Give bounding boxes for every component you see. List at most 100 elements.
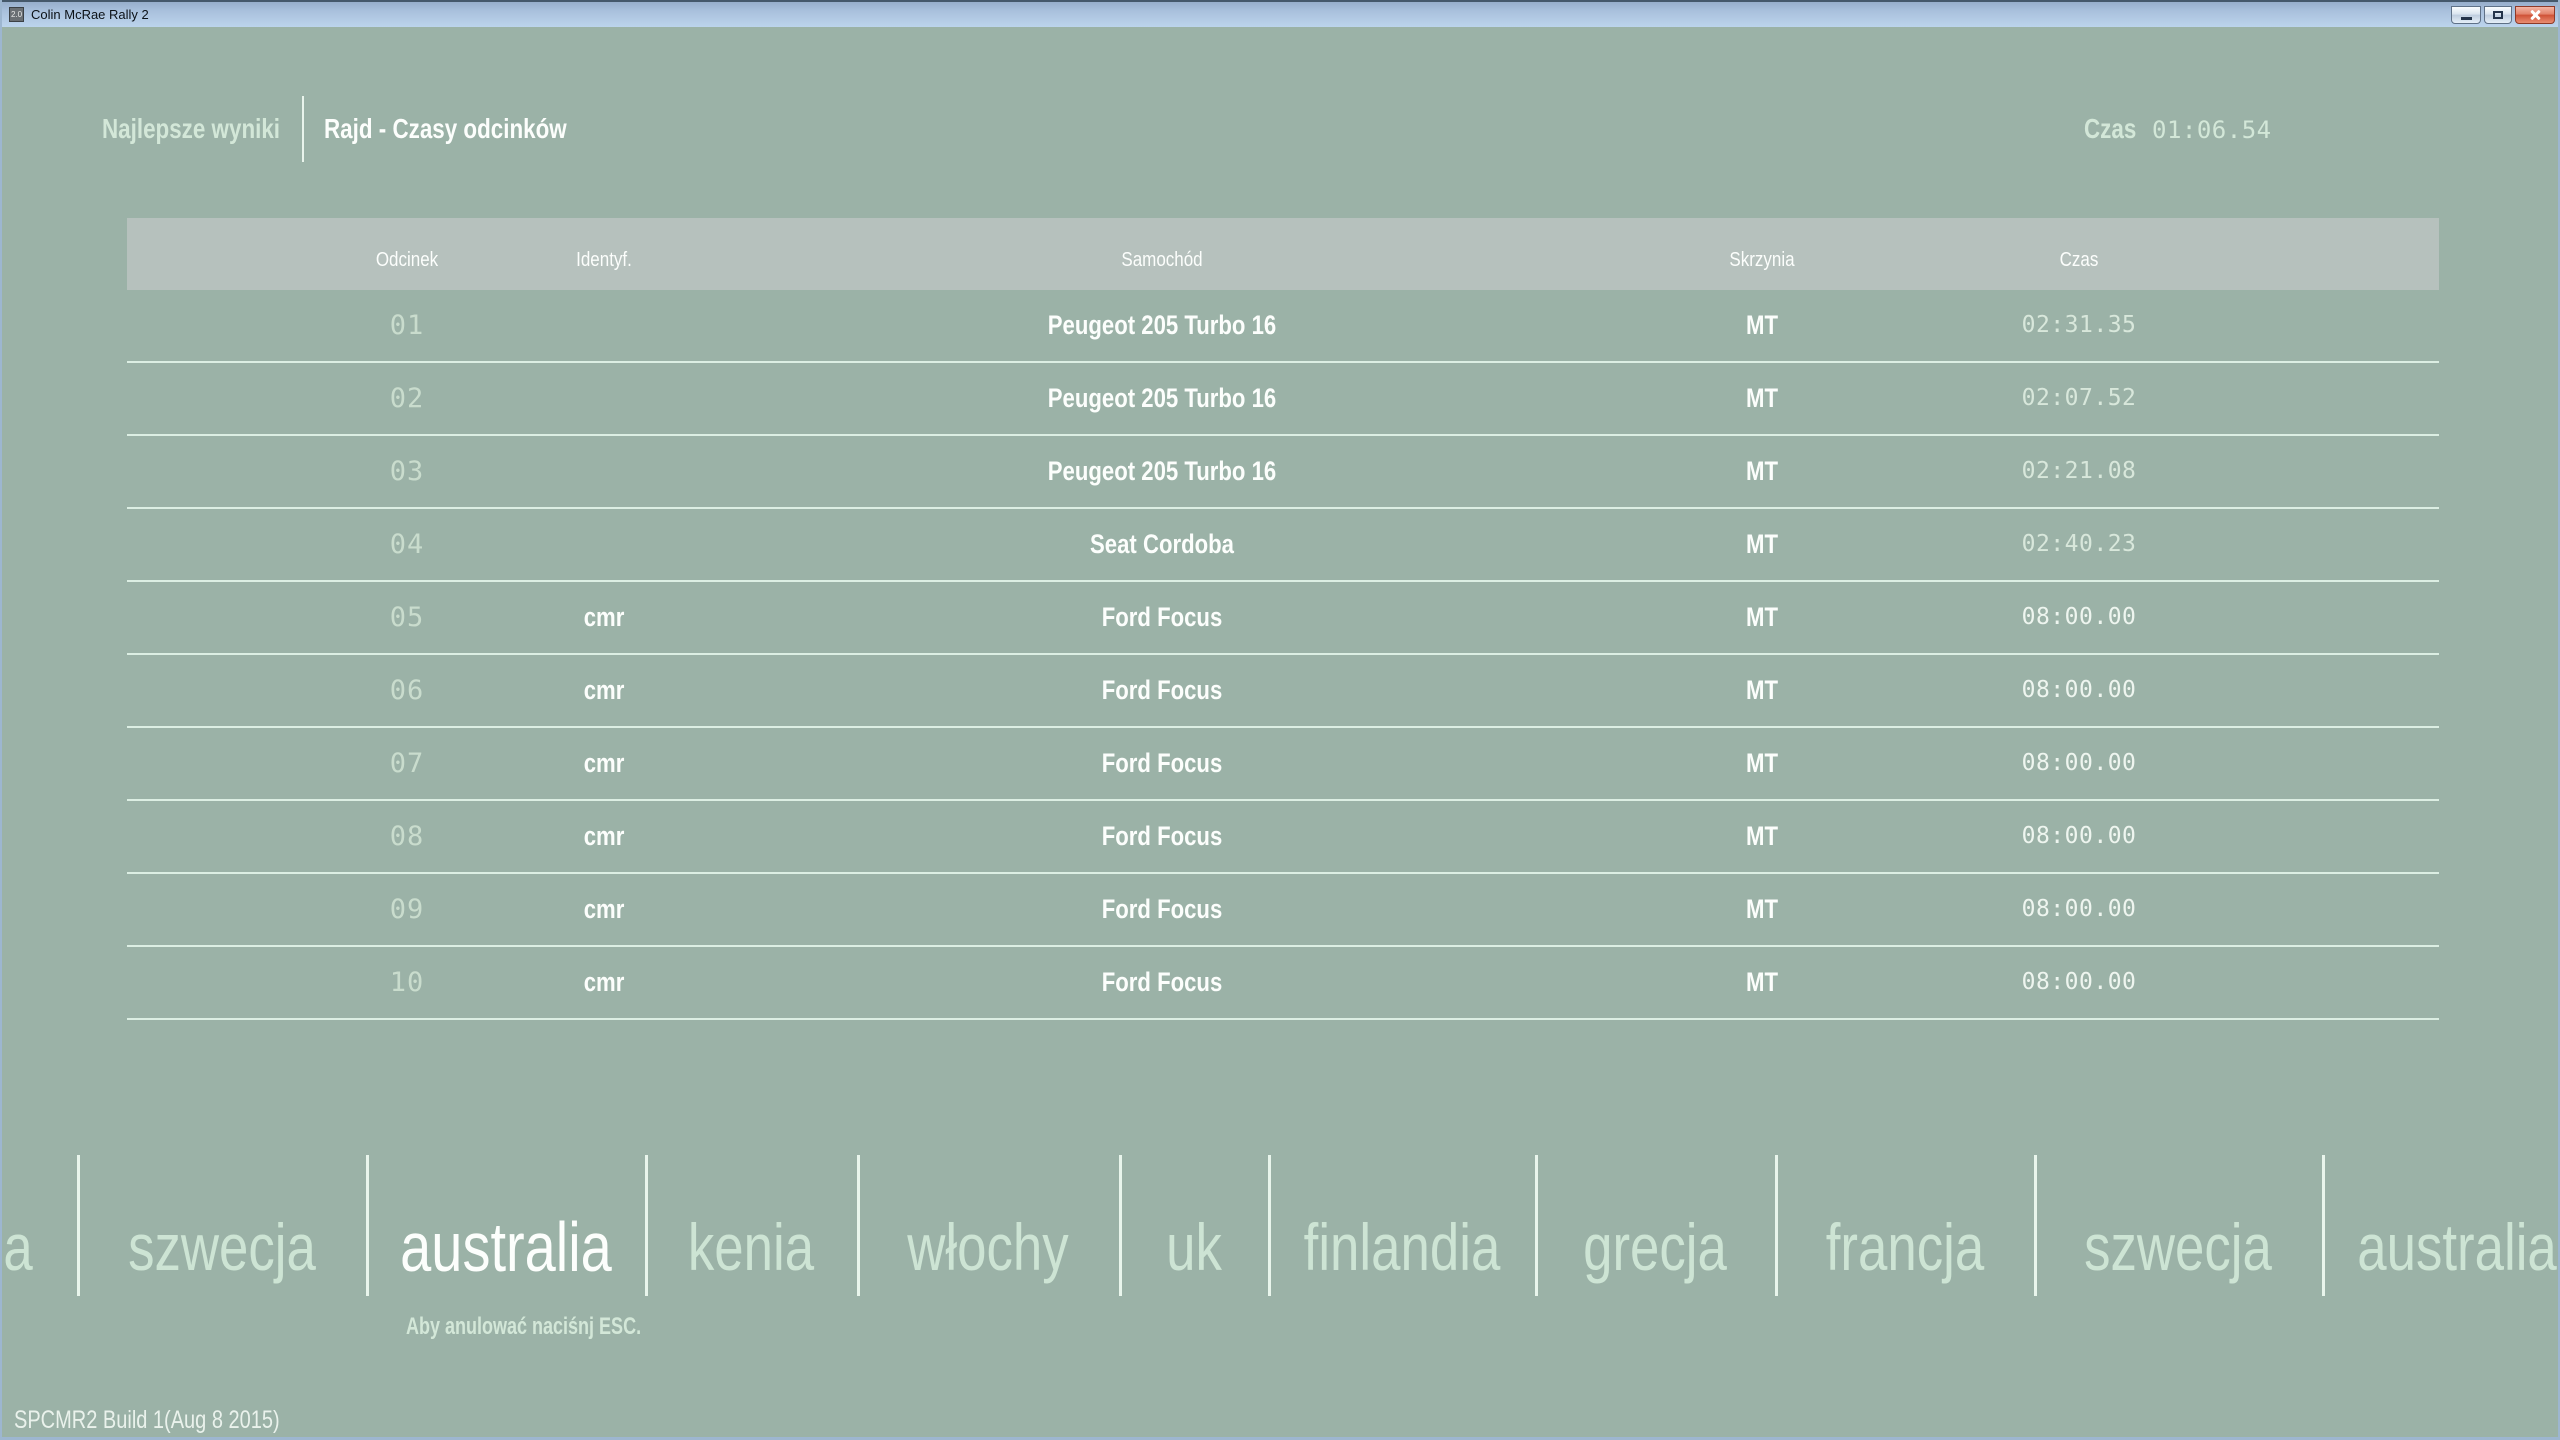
cell-car: Ford Focus (1101, 894, 1223, 924)
column-header-1: Odcinek (375, 249, 439, 271)
cell-gearbox: MT (1746, 675, 1778, 705)
cell-stage: 04 (389, 529, 425, 560)
carousel-item-włochy[interactable]: włochy (907, 1210, 1069, 1284)
cell-gearbox: MT (1746, 748, 1778, 778)
cell-stage: 07 (389, 748, 425, 779)
clock-value: 01:06.54 (2152, 116, 2272, 144)
results-table: 01 Peugeot 205 Turbo 16 MT 02:31.35 02 Peugeo… (127, 290, 2439, 1020)
cell-car: Peugeot 205 Turbo 16 (1047, 310, 1277, 340)
app-icon: 2.0 (9, 7, 24, 22)
cell-gearbox: MT (1746, 456, 1778, 486)
column-header-4: Skrzynia (1729, 249, 1795, 271)
carousel-divider (1268, 1155, 1271, 1296)
carousel-divider (1775, 1155, 1778, 1296)
cell-gearbox: MT (1746, 529, 1778, 559)
cell-ident: cmr (583, 675, 625, 705)
title-bar[interactable]: 2.0 Colin McRae Rally 2 (2, 0, 2558, 27)
cell-time: 08:00.00 (2021, 896, 2137, 922)
carousel-item-uk[interactable]: uk (1165, 1210, 1222, 1284)
cell-stage: 09 (389, 894, 425, 925)
table-header-row: Odcinek Identyf. Samochód Skrzynia Czas (127, 218, 2439, 290)
cell-stage: 02 (389, 383, 425, 414)
cell-car: Peugeot 205 Turbo 16 (1047, 383, 1277, 413)
page-title: Rajd - Czasy odcinków (324, 113, 567, 144)
carousel-item-finlandia[interactable]: finlandia (1303, 1210, 1500, 1284)
cell-gearbox: MT (1746, 821, 1778, 851)
app-icon-label: 2.0 (10, 10, 23, 19)
carousel-divider (2034, 1155, 2037, 1296)
cell-time: 08:00.00 (2021, 677, 2137, 703)
table-row: 10 cmr Ford Focus MT 08:00.00 (127, 947, 2439, 1020)
table-row: 02 Peugeot 205 Turbo 16 MT 02:07.52 (127, 363, 2439, 436)
table-row: 03 Peugeot 205 Turbo 16 MT 02:21.08 (127, 436, 2439, 509)
carousel-divider (857, 1155, 860, 1296)
cell-stage: 03 (389, 456, 425, 487)
column-header-2: Identyf. (576, 249, 632, 271)
column-header-3: Samochód (1121, 249, 1203, 271)
cell-stage: 06 (389, 675, 425, 706)
cell-gearbox: MT (1746, 383, 1778, 413)
cell-time: 08:00.00 (2021, 823, 2137, 849)
cell-time: 02:31.35 (2021, 312, 2137, 338)
carousel-item-grecja[interactable]: grecja (1583, 1210, 1727, 1284)
cell-gearbox: MT (1746, 310, 1778, 340)
table-row: 07 cmr Ford Focus MT 08:00.00 (127, 728, 2439, 801)
carousel-item-partial: a (3, 1210, 33, 1284)
cell-ident: cmr (583, 967, 625, 997)
esc-hint: Aby anulować naciśnj ESC. (406, 1313, 642, 1340)
close-button[interactable] (2515, 6, 2555, 24)
table-row: 01 Peugeot 205 Turbo 16 MT 02:31.35 (127, 290, 2439, 363)
carousel-divider (1535, 1155, 1538, 1296)
carousel-item-australia[interactable]: australia (2357, 1210, 2557, 1284)
country-carousel[interactable]: a szwecja australia kenia włochy uk finlandia… (2, 1155, 2558, 1355)
carousel-divider (77, 1155, 80, 1296)
close-icon (2529, 10, 2541, 20)
carousel-item-kenia[interactable]: kenia (687, 1210, 815, 1284)
cell-car: Ford Focus (1101, 748, 1223, 778)
carousel-divider (645, 1155, 648, 1296)
minimize-button[interactable] (2451, 6, 2481, 24)
section-label: Najlepsze wyniki (102, 113, 281, 144)
cell-gearbox: MT (1746, 894, 1778, 924)
cell-stage: 05 (389, 602, 425, 633)
carousel-divider (2322, 1155, 2325, 1296)
carousel-item-australia[interactable]: australia (399, 1208, 612, 1286)
table-row: 04 Seat Cordoba MT 02:40.23 (127, 509, 2439, 582)
cell-time: 08:00.00 (2021, 750, 2137, 776)
cell-car: Ford Focus (1101, 821, 1223, 851)
table-row: 08 cmr Ford Focus MT 08:00.00 (127, 801, 2439, 874)
cell-car: Ford Focus (1101, 967, 1223, 997)
cell-ident: cmr (583, 894, 625, 924)
cell-car: Peugeot 205 Turbo 16 (1047, 456, 1277, 486)
cell-time: 02:40.23 (2021, 531, 2137, 557)
cell-stage: 10 (389, 967, 425, 998)
header-divider (302, 96, 304, 162)
clock-label: Czas (2084, 113, 2137, 144)
table-row: 06 cmr Ford Focus MT 08:00.00 (127, 655, 2439, 728)
game-screen: Najlepsze wyniki Rajd - Czasy odcinków C… (2, 27, 2558, 1437)
carousel-item-francja[interactable]: francja (1825, 1210, 1984, 1284)
cell-time: 08:00.00 (2021, 969, 2137, 995)
cell-gearbox: MT (1746, 967, 1778, 997)
maximize-button[interactable] (2484, 6, 2512, 24)
cell-time: 02:21.08 (2021, 458, 2137, 484)
build-version: SPCMR2 Build 1(Aug 8 2015) (14, 1406, 280, 1434)
cell-ident: cmr (583, 602, 625, 632)
table-row: 09 cmr Ford Focus MT 08:00.00 (127, 874, 2439, 947)
cell-time: 08:00.00 (2021, 604, 2137, 630)
cell-gearbox: MT (1746, 602, 1778, 632)
cell-ident: cmr (583, 821, 625, 851)
table-row: 05 cmr Ford Focus MT 08:00.00 (127, 582, 2439, 655)
column-header-5: Czas (2059, 249, 2099, 271)
window-controls (2451, 6, 2555, 24)
cell-time: 02:07.52 (2021, 385, 2137, 411)
window-title: Colin McRae Rally 2 (31, 7, 149, 22)
cell-car: Ford Focus (1101, 602, 1223, 632)
carousel-divider (366, 1155, 369, 1296)
carousel-item-szwecja[interactable]: szwecja (127, 1210, 316, 1284)
cell-car: Ford Focus (1101, 675, 1223, 705)
carousel-item-szwecja[interactable]: szwecja (2084, 1210, 2272, 1284)
cell-car: Seat Cordoba (1090, 529, 1234, 559)
cell-ident: cmr (583, 748, 625, 778)
